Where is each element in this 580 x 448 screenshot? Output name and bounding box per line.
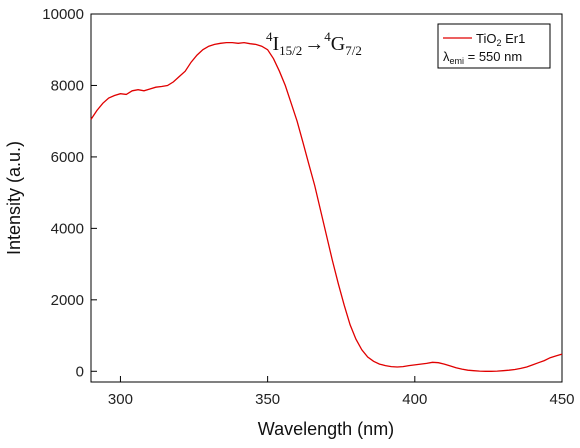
y-tick-label-6000: 6000: [51, 149, 84, 166]
legend-note-sub: emi: [450, 56, 465, 66]
legend-entry-main: TiO: [476, 31, 496, 46]
x-axis-label: Wavelength (nm): [258, 419, 394, 439]
annotation-sup-2: 4: [324, 29, 331, 44]
legend-note: λemi = 550 nm: [443, 49, 522, 66]
y-axis-label: Intensity (a.u.): [4, 141, 24, 255]
x-tick-label-450: 450: [549, 391, 574, 408]
legend-entry-rest: Er1: [501, 31, 525, 46]
annotation-main-2: G: [331, 33, 345, 55]
legend-entry-sub: 2: [496, 38, 501, 48]
annotation-main-1: I: [273, 33, 280, 55]
y-tick-label-2000: 2000: [51, 292, 84, 309]
legend-box: [437, 23, 551, 69]
y-tick-label-8000: 8000: [51, 77, 84, 94]
annotation-arrow: →: [304, 33, 324, 55]
x-tick-label-400: 400: [402, 391, 427, 408]
y-tick-label-0: 0: [76, 363, 84, 380]
y-tick-label-10000: 10000: [42, 6, 84, 23]
y-axis-ticks: 0 2000 4000 6000 8000 10000: [42, 6, 97, 380]
plot-frame: [90, 13, 563, 383]
x-tick-label-350: 350: [255, 391, 280, 408]
annotation-sup-1: 4: [266, 29, 273, 44]
annotation-sub-2: 7/2: [345, 43, 362, 58]
legend-note-rest: = 550 nm: [464, 49, 522, 64]
x-tick-label-300: 300: [108, 391, 133, 408]
annotation-sub-1: 15/2: [279, 43, 302, 58]
legend-note-main: λ: [443, 49, 450, 64]
x-axis-ticks: 300 350 400 450: [108, 376, 575, 408]
legend: TiO2 Er1 λemi = 550 nm: [437, 23, 551, 69]
series-line-tio2-er1: [90, 41, 563, 372]
legend-entry: TiO2 Er1: [476, 31, 525, 48]
y-tick-label-4000: 4000: [51, 220, 84, 237]
transition-annotation: 4I15/2 →4G7/2: [266, 29, 362, 58]
